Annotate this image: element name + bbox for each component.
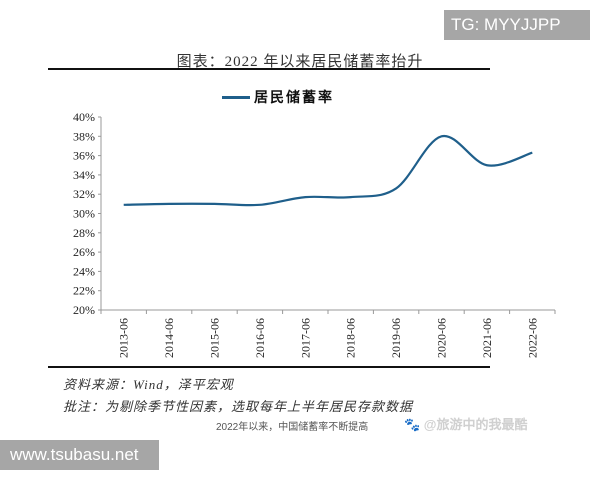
legend-label: 居民储蓄率 xyxy=(254,91,334,106)
legend: 居民储蓄率 xyxy=(222,87,334,107)
x-tick-label: 2018-06 xyxy=(344,318,358,358)
caption: 2022年以来，中国储蓄率不断提高 xyxy=(216,422,369,433)
y-axis: 20% 22% 24% 26% 28% 30% 32% 34% 36% 38% 40% xyxy=(73,110,102,317)
x-tick-label: 2019-06 xyxy=(389,318,403,358)
y-tick-label: 26% xyxy=(73,245,95,259)
y-tick-label: 32% xyxy=(73,187,95,201)
chart-title: 图表：2022 年以来居民储蓄率抬升 xyxy=(176,54,424,70)
x-tick-label: 2020-06 xyxy=(435,318,449,358)
y-tick-label: 36% xyxy=(73,149,95,163)
y-tick-label: 28% xyxy=(73,226,95,240)
y-tick-label: 40% xyxy=(73,110,95,124)
site-watermark: www.tsubasu.net xyxy=(0,440,159,470)
x-tick-label: 2015-06 xyxy=(208,318,222,358)
x-tick-label: 2021-06 xyxy=(480,318,494,358)
x-tick-label: 2014-06 xyxy=(162,318,176,358)
source-note: 资料来源：Wind，泽平宏观 xyxy=(63,377,234,392)
x-tick-label: 2022-06 xyxy=(525,318,539,358)
x-tick-label: 2016-06 xyxy=(253,318,267,358)
y-tick-label: 22% xyxy=(73,284,95,298)
y-tick-label: 34% xyxy=(73,168,95,182)
weibo-watermark: 🐾 @旅游中的我最酷 xyxy=(404,417,528,432)
x-tick-label: 2017-06 xyxy=(298,318,312,358)
legend-line-icon xyxy=(222,95,250,99)
y-tick-label: 30% xyxy=(73,207,95,221)
y-tick-label: 24% xyxy=(73,264,95,278)
annotation-note: 批注：为剔除季节性因素，选取每年上半年居民存款数据 xyxy=(63,399,414,414)
x-axis: 2013-06 2014-06 2015-06 2016-06 2017-06 2018-… xyxy=(100,309,556,358)
y-tick-label: 38% xyxy=(73,129,95,143)
series-line xyxy=(123,135,533,207)
tg-watermark: TG: MYYJJPP xyxy=(444,10,590,40)
y-tick-label: 20% xyxy=(73,303,95,317)
x-tick-label: 2013-06 xyxy=(117,318,131,358)
bottom-divider xyxy=(48,366,490,368)
title-divider xyxy=(48,68,490,70)
